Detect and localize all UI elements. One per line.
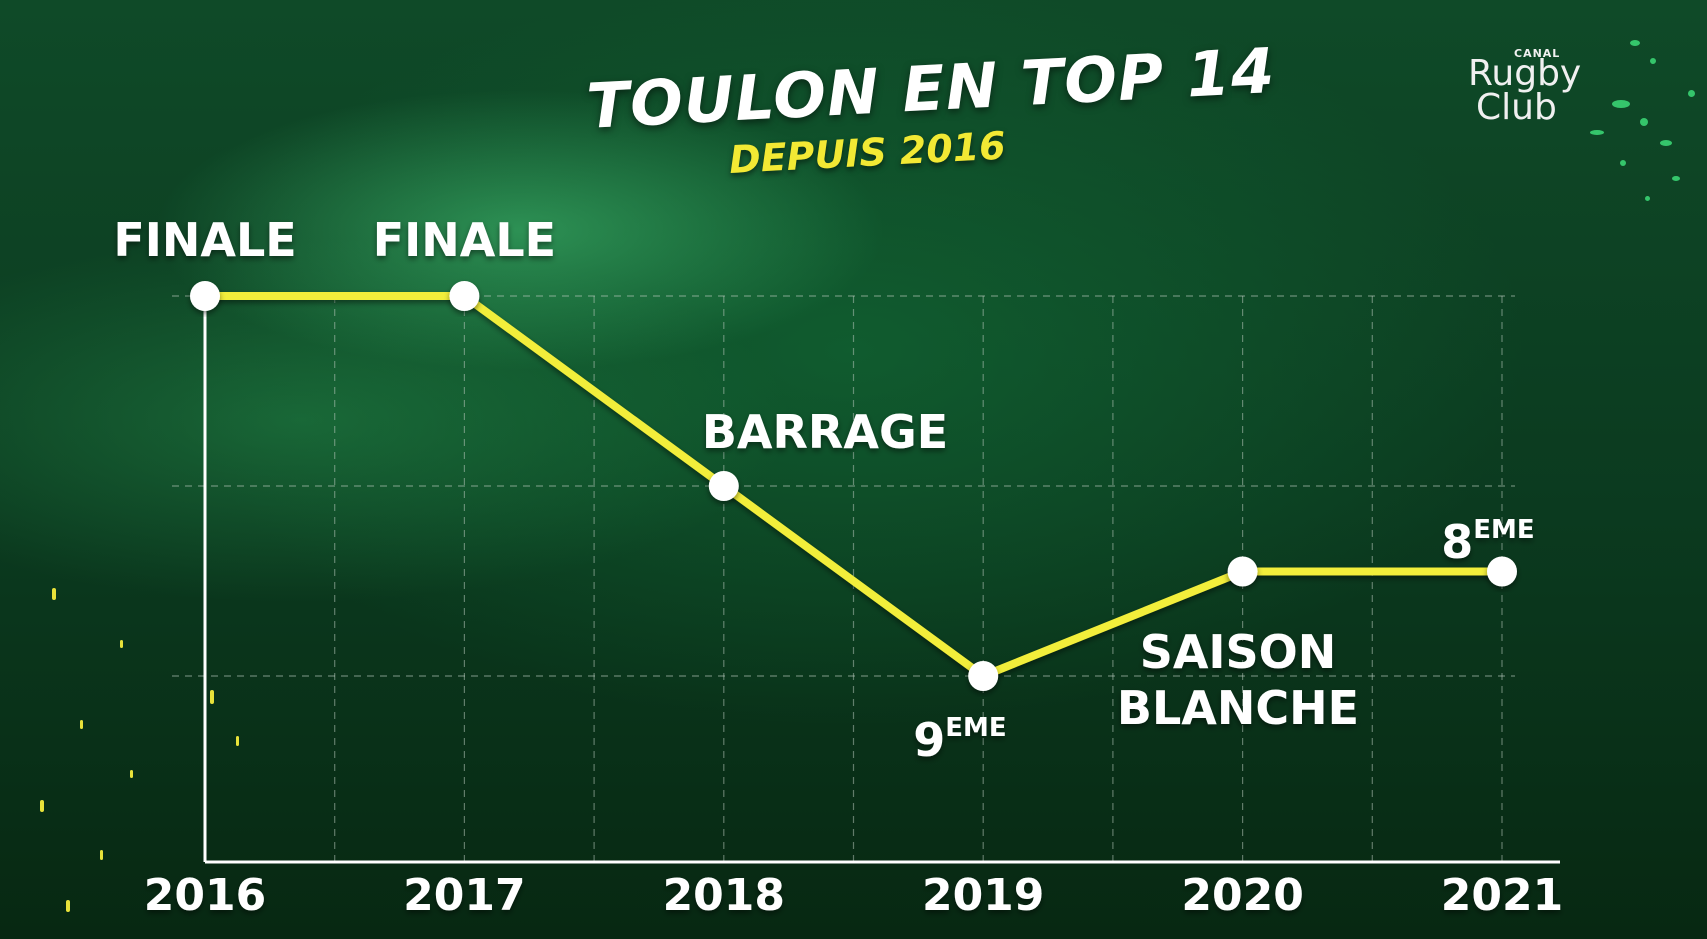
- data-point-2016: [190, 281, 220, 311]
- series-line-path: [201, 292, 1506, 680]
- x-tick-2020: 2020: [1181, 870, 1303, 921]
- data-label-sup: EME: [945, 713, 1006, 743]
- data-label-main: 9: [913, 713, 945, 767]
- logo-rugby-text: Rugby: [1468, 53, 1582, 94]
- data-label-sup: EME: [1473, 515, 1534, 545]
- data-label-2019: 9EME: [913, 713, 1006, 767]
- data-label-main: FINALE: [113, 213, 296, 267]
- series-line: [201, 292, 1506, 680]
- x-tick-2019: 2019: [922, 870, 1044, 921]
- data-point-2018: [708, 471, 739, 501]
- x-tick-2017: 2017: [403, 870, 525, 921]
- data-point-2017: [449, 281, 480, 311]
- canal-rugby-club-logo: CANAL Rugby Club: [1462, 44, 1582, 134]
- data-point-2021: [1487, 556, 1517, 587]
- x-tick-labels: 2016 2017 2018 2019 2020 2021: [144, 870, 1563, 921]
- data-label-2016: FINALE: [113, 213, 296, 267]
- data-label-main: FINALE: [373, 213, 556, 267]
- data-point-2019: [968, 661, 999, 691]
- logo-club-text: Club: [1476, 87, 1557, 128]
- grid: [172, 295, 1515, 862]
- axes: [203, 296, 1560, 864]
- data-label-2018: BARRAGE: [702, 405, 948, 459]
- x-tick-2021: 2021: [1441, 870, 1563, 921]
- data-label-2021: 8EME: [1441, 515, 1534, 569]
- data-label-2017: FINALE: [373, 213, 556, 267]
- data-label-main: BARRAGE: [702, 405, 948, 459]
- x-tick-2016: 2016: [144, 870, 266, 921]
- logo-canal-text: CANAL: [1514, 47, 1561, 60]
- data-label-main: 8: [1441, 515, 1473, 569]
- data-points: [190, 281, 1517, 691]
- data-label-line-1: SAISON: [1140, 625, 1337, 679]
- data-label-2020: SAISON BLANCHE: [1117, 625, 1359, 735]
- data-label-line-2: BLANCHE: [1117, 681, 1359, 735]
- data-point-2020: [1227, 556, 1258, 587]
- x-tick-2018: 2018: [663, 870, 785, 921]
